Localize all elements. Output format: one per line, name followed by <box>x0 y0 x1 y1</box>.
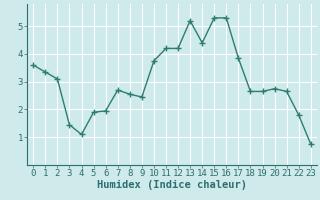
X-axis label: Humidex (Indice chaleur): Humidex (Indice chaleur) <box>97 180 247 190</box>
